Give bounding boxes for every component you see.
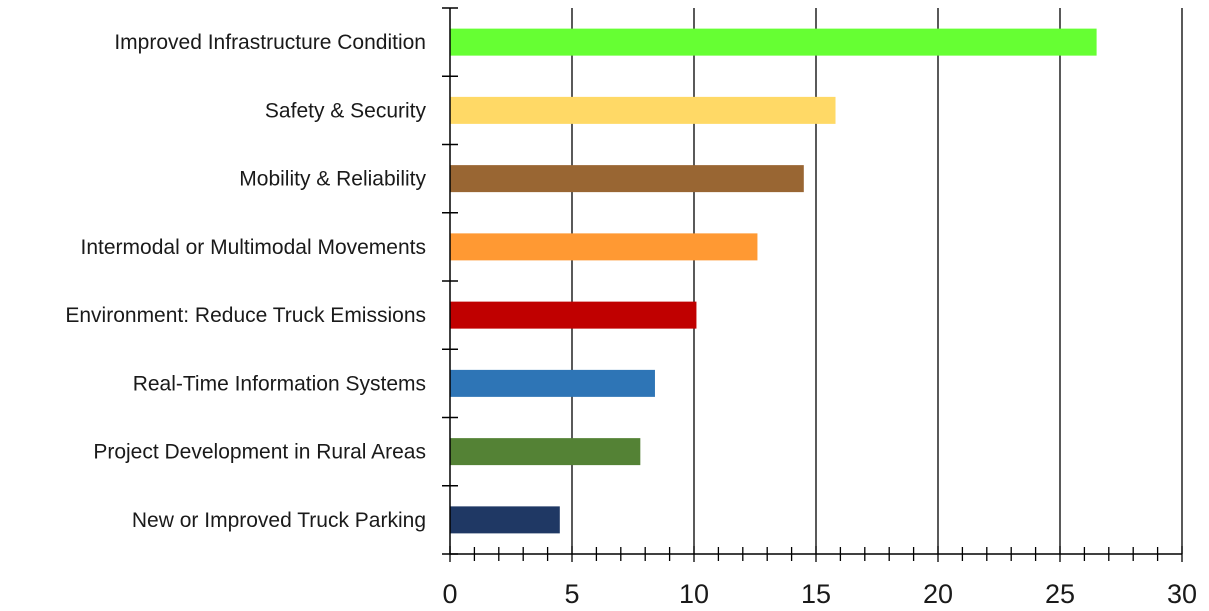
gridlines (571, 8, 1183, 554)
bar-7 (450, 506, 560, 534)
bar-4 (450, 301, 697, 329)
bar-3 (450, 233, 758, 261)
x-tick-label-30: 30 (1167, 579, 1197, 609)
category-label-7: New or Improved Truck Parking (132, 509, 426, 532)
category-label-4: Environment: Reduce Truck Emissions (65, 304, 426, 327)
bar-6 (450, 438, 641, 466)
category-label-0: Improved Infrastructure Condition (114, 31, 426, 54)
x-tick-label-10: 10 (679, 579, 709, 609)
x-tick-labels: 0 5 10 15 20 25 30 (442, 579, 1197, 609)
bar-0 (450, 28, 1097, 56)
bars (450, 28, 1097, 534)
x-tick-label-0: 0 (442, 579, 457, 609)
x-tick-label-5: 5 (564, 579, 579, 609)
category-labels: Improved Infrastructure Condition Safety … (65, 31, 426, 532)
bar-2 (450, 165, 804, 193)
category-label-6: Project Development in Rural Areas (93, 441, 426, 464)
bar-1 (450, 96, 836, 124)
category-label-5: Real-Time Information Systems (133, 372, 426, 395)
x-tick-label-20: 20 (923, 579, 953, 609)
x-tick-label-25: 25 (1045, 579, 1075, 609)
bar-5 (450, 369, 655, 397)
category-label-2: Mobility & Reliability (239, 168, 426, 191)
category-label-3: Intermodal or Multimodal Movements (81, 236, 426, 259)
axes (442, 7, 1183, 562)
category-label-1: Safety & Security (265, 99, 427, 122)
x-tick-label-15: 15 (801, 579, 831, 609)
